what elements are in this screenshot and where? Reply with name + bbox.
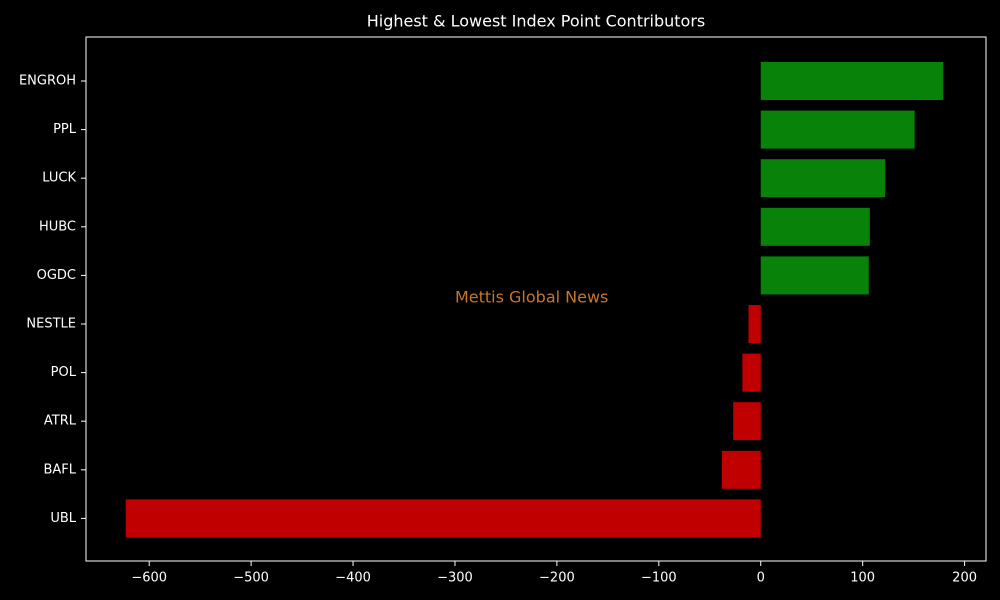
- bar: [722, 450, 761, 489]
- y-tick-label: LUCK: [42, 171, 76, 186]
- bar: [760, 159, 886, 198]
- y-tick-label: PPL: [53, 122, 77, 137]
- bar: [748, 305, 761, 343]
- bar: [760, 62, 944, 100]
- bar: [742, 353, 761, 392]
- x-tick-label: −500: [233, 571, 269, 586]
- y-tick-label: NESTLE: [26, 317, 76, 332]
- x-tick-label: −200: [539, 571, 575, 586]
- y-tick-label: ENGROH: [19, 74, 76, 89]
- bar: [760, 256, 869, 295]
- x-tick-label: −400: [335, 571, 371, 586]
- x-tick-label: 200: [952, 571, 977, 586]
- y-tick-label: HUBC: [39, 219, 76, 234]
- bar: [760, 207, 870, 246]
- x-tick-label: −100: [641, 571, 677, 586]
- x-tick-label: −300: [437, 571, 473, 586]
- y-tick-label: ATRL: [44, 414, 77, 429]
- chart-title: Highest & Lowest Index Point Contributor…: [367, 12, 706, 31]
- x-tick-label: −600: [131, 571, 167, 586]
- x-tick-label: 100: [850, 571, 875, 586]
- watermark: Mettis Global News: [455, 288, 608, 307]
- y-tick-label: OGDC: [37, 268, 76, 283]
- y-tick-label: UBL: [50, 511, 76, 526]
- bar: [733, 402, 761, 441]
- bar: [125, 499, 761, 538]
- bar: [760, 110, 915, 149]
- plot-frame: [85, 36, 987, 562]
- y-tick-label: BAFL: [43, 462, 76, 477]
- x-tick-label: 0: [757, 571, 765, 586]
- y-tick-label: POL: [51, 365, 77, 380]
